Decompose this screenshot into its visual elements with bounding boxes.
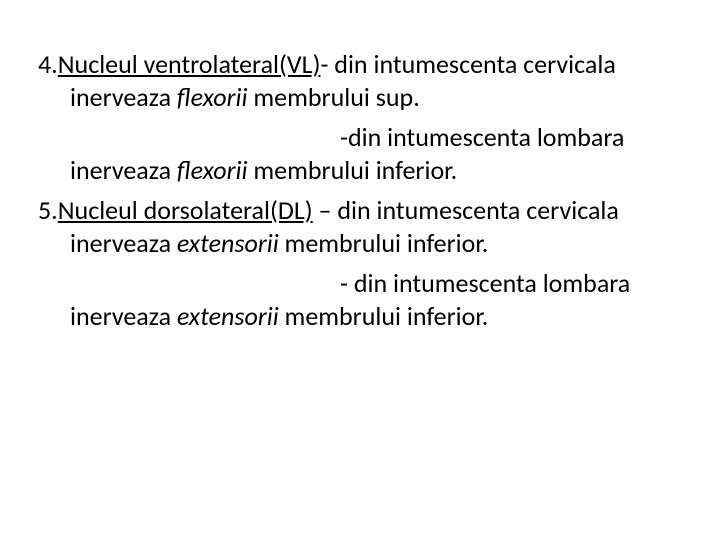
item-number: 5. [38,194,58,226]
sub-text-tail: membrului inferior. [248,154,458,186]
sub-text-tail: membrului inferior. [279,300,489,332]
sub-italic: extensorii [177,300,279,332]
item-text-tail: membrului sup. [248,81,420,113]
slide-content: 4.Nucleul ventrolateral(VL) - din intumes… [0,0,720,380]
item-italic: extensorii [177,227,279,259]
list-item: 5.Nucleul dorsolateral(DL) – din intumes… [38,194,670,259]
list-subitem: -din intumescenta lombara inerveaza flex… [38,121,670,186]
item-italic: flexorii [177,81,248,113]
item-text-tail: membrului inferior. [279,227,489,259]
item-title: Nucleul dorsolateral(DL) [58,194,313,226]
list-item: 4.Nucleul ventrolateral(VL)- din intumes… [38,48,670,113]
item-number: 4. [38,48,58,80]
list-subitem: - din intumescenta lombara inerveaza ext… [38,267,670,332]
item-title: Nucleul ventrolateral(VL) [58,48,321,80]
sub-italic: flexorii [177,154,248,186]
